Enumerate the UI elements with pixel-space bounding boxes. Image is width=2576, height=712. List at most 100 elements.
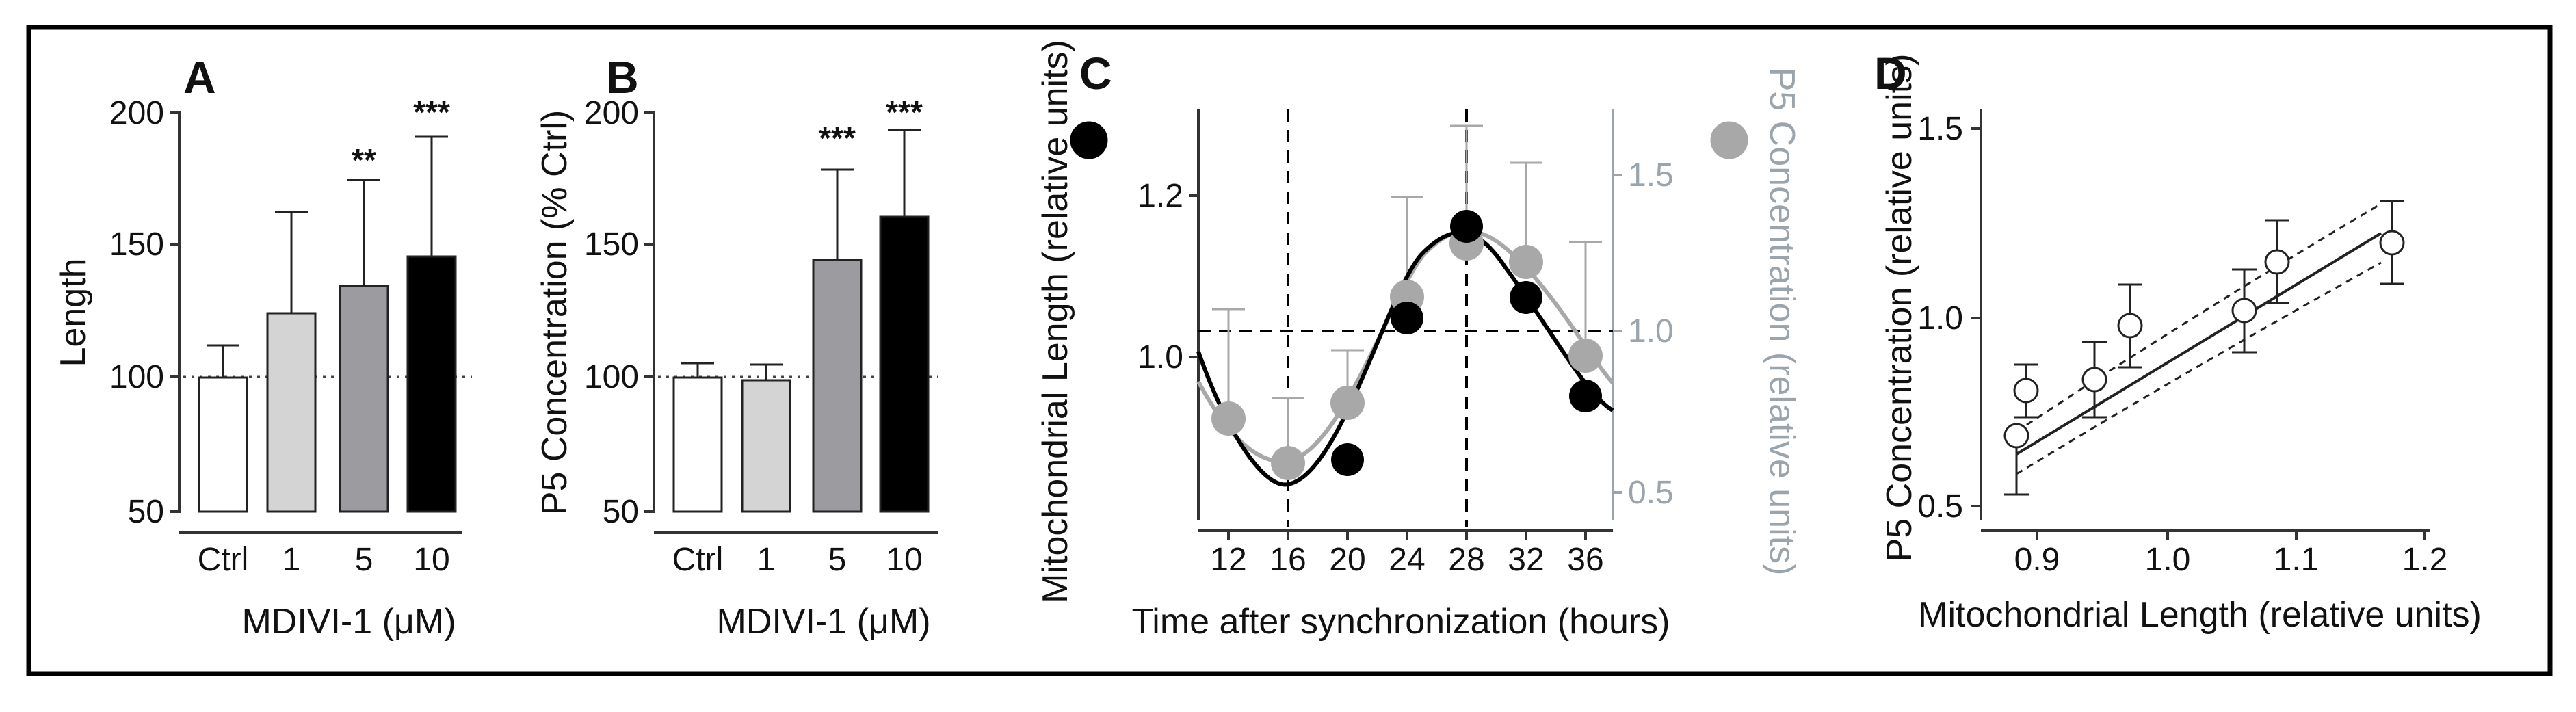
panel-b-bar-ctrl	[672, 376, 723, 513]
panel-c-xtick-label: 20	[1329, 542, 1365, 578]
panel-c: C Mitochondrial Length (relative units) …	[1036, 40, 1802, 642]
panel-a-y-ticks: 50 100 150 200	[109, 95, 179, 530]
panel-a-ytick-label: 100	[109, 359, 164, 395]
panel-c-mito-fit-curve	[1196, 230, 1614, 487]
panel-c-p5-point	[1330, 386, 1365, 420]
panel-d-point	[2231, 298, 2257, 324]
panel-b-significance: ***	[819, 120, 856, 156]
panel-d-errorbars	[2004, 200, 2404, 496]
panel-c-p5-fit-curve	[1196, 228, 1615, 464]
panel-c-legend-mito-marker	[1070, 121, 1108, 159]
panel-b-ytick-label: 100	[584, 359, 639, 395]
panel-d-point	[2003, 423, 2029, 449]
panel-b-ytick-label: 200	[584, 95, 639, 131]
panel-d-xtick-label: 1.2	[2402, 542, 2448, 578]
panel-c-xtick-label: 24	[1389, 542, 1425, 578]
panel-c-p5-point	[1509, 245, 1543, 279]
panel-a-ytick-label: 50	[128, 494, 164, 530]
panel-c-label: C	[1079, 48, 1112, 98]
panel-a-significance: ***	[413, 94, 450, 130]
panel-b-x-axis-title: MDIVI-1 (μM)	[716, 602, 930, 642]
panel-b-errorbars	[681, 129, 921, 380]
panel-c-mito-point	[1391, 302, 1423, 334]
panel-a-ytick-label: 150	[109, 226, 164, 263]
panel-c-mito-point	[1569, 380, 1602, 412]
panel-c-xtick-label: 32	[1508, 542, 1544, 578]
panel-c-right-tick-label: 0.5	[1628, 475, 1674, 511]
panel-c-x-ticks: 12 16 20 24 28 32 36	[1210, 531, 1604, 578]
panel-b-ytick-label: 150	[584, 226, 639, 263]
panel-d-confidence-upper	[2016, 202, 2382, 433]
panel-a-significance: **	[352, 142, 376, 178]
panel-d-point	[2013, 378, 2039, 404]
panel-c-right-ticks: 0.5 1.0 1.5	[1613, 157, 1674, 511]
panel-d-point	[2379, 230, 2405, 256]
panel-c-legend-p5-marker	[1710, 121, 1748, 159]
panel-a-bar-10	[406, 255, 457, 513]
panel-d-xtick-label: 0.9	[2014, 542, 2060, 578]
panel-c-left-tick-label: 1.0	[1138, 339, 1183, 375]
panel-d-ytick-label: 0.5	[1917, 488, 1963, 525]
panel-c-mito-point	[1450, 210, 1483, 243]
panel-d-y-axis-title: P5 Concentration (relative units)	[1880, 54, 1919, 562]
panel-c-legend	[1070, 121, 1748, 159]
panel-d-points	[2003, 230, 2405, 449]
panel-c-p5-point	[1211, 401, 1246, 436]
panel-a-y-axis-title: Length	[53, 258, 93, 367]
panel-b: B 50 100 150 200 P5 Concentration (% Ctr…	[535, 52, 938, 642]
panel-a: A 50 100 150 200 Length ** ***	[53, 52, 472, 642]
panel-c-left-ticks: 1.0 1.2	[1138, 178, 1198, 375]
panel-d-confidence-lower	[2016, 261, 2382, 475]
panel-c-p5-errorbars	[1212, 124, 1602, 461]
panel-b-bars	[672, 215, 930, 513]
panel-d-label: D	[1874, 48, 1907, 98]
panel-c-mito-point	[1331, 443, 1364, 476]
panel-d: D P5 Concentration (relative units) 0.5 …	[1874, 48, 2482, 635]
panel-b-xtick-label: Ctrl	[672, 542, 724, 578]
panel-c-left-tick-label: 1.2	[1138, 178, 1183, 214]
panel-a-bars	[198, 255, 457, 513]
panel-a-xtick-label: Ctrl	[198, 542, 249, 578]
panel-b-bar-5	[812, 259, 863, 513]
panel-c-right-axis-title: P5 Concentration (relative units)	[1762, 68, 1802, 576]
panel-c-p5-point	[1271, 446, 1305, 480]
panel-c-xtick-label: 16	[1270, 542, 1306, 578]
panel-b-y-axis-title: P5 Concentration (% Ctrl)	[535, 110, 575, 515]
panel-b-y-ticks: 50 100 150 200	[584, 95, 654, 530]
panel-c-xtick-label: 12	[1210, 542, 1246, 578]
panel-b-xtick-label: 5	[828, 542, 847, 578]
panel-a-xtick-label: 1	[282, 542, 301, 578]
panel-a-bar-ctrl	[198, 376, 248, 513]
panel-a-x-axis-title: MDIVI-1 (μM)	[241, 602, 456, 642]
panel-c-right-tick-label: 1.5	[1628, 157, 1674, 194]
panel-a-ytick-label: 200	[109, 95, 164, 131]
panel-c-xtick-label: 28	[1448, 542, 1484, 578]
panel-c-x-axis-title: Time after synchronization (hours)	[1131, 602, 1670, 642]
panel-b-bar-10	[879, 215, 930, 513]
panel-b-ytick-label: 50	[603, 494, 639, 530]
panel-b-significance: ***	[886, 94, 923, 130]
panel-a-bar-5	[339, 285, 389, 513]
panel-b-xtick-label: 1	[757, 542, 776, 578]
panel-c-p5-point	[1568, 339, 1603, 373]
panel-a-xtick-label: 10	[413, 542, 449, 578]
panel-d-point	[2117, 313, 2143, 339]
panel-d-xtick-label: 1.0	[2145, 542, 2191, 578]
panel-d-x-axis-title: Mitochondrial Length (relative units)	[1918, 595, 2482, 635]
panel-a-errorbars	[207, 135, 448, 378]
panel-d-y-ticks: 0.5 1.0 1.5	[1917, 111, 1981, 525]
panel-d-regression-line	[2015, 232, 2382, 456]
panel-d-x-ticks: 0.9 1.0 1.1 1.2	[2014, 531, 2448, 578]
panel-c-xtick-label: 36	[1567, 542, 1603, 578]
panel-a-bar-1	[266, 312, 317, 513]
panel-c-left-axis-title: Mitochondrial Length (relative units)	[1036, 40, 1075, 603]
panel-c-mito-point	[1510, 281, 1542, 314]
figure-border	[26, 25, 2553, 676]
panel-d-point	[2264, 249, 2290, 275]
panel-d-point	[2081, 367, 2107, 393]
panel-b-bar-1	[741, 379, 791, 513]
panel-a-xtick-label: 5	[355, 542, 373, 578]
panel-b-xtick-label: 10	[886, 542, 922, 578]
panel-b-label: B	[606, 52, 639, 103]
